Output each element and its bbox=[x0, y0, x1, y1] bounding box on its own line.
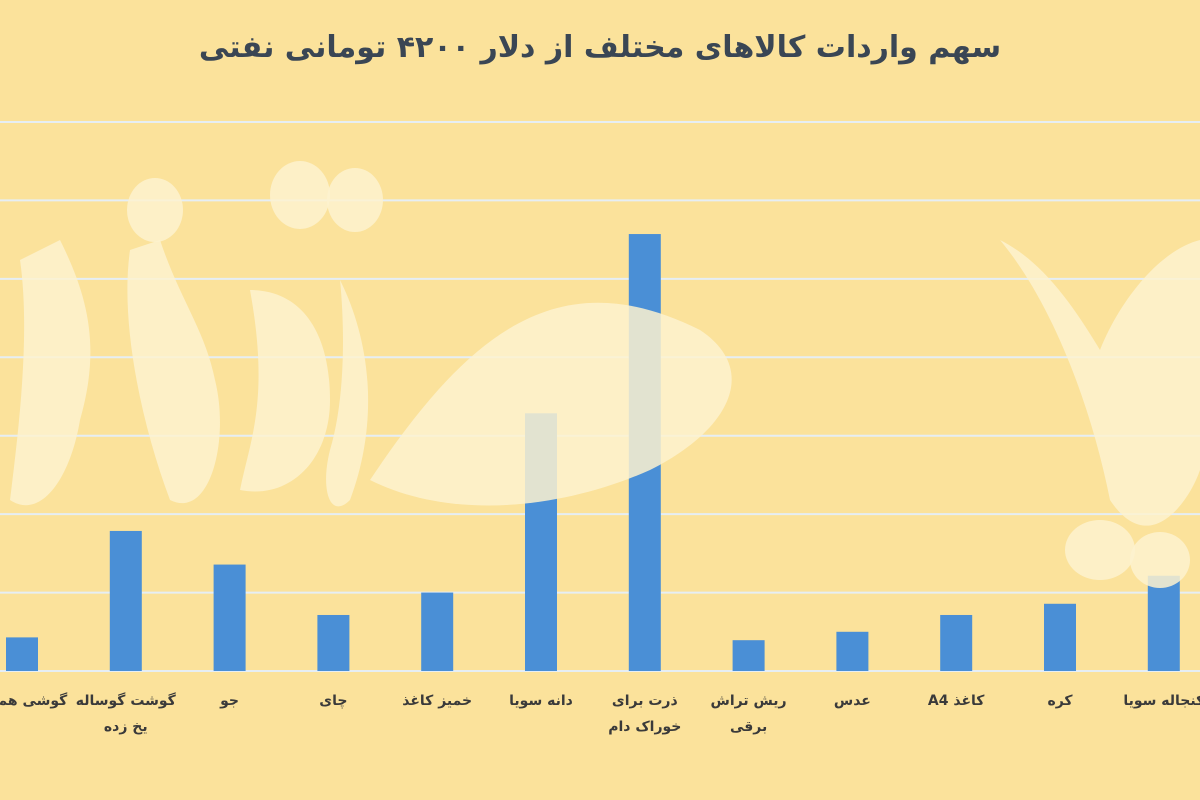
bar bbox=[836, 631, 869, 671]
x-tick-label: کره bbox=[1047, 693, 1073, 709]
x-tick-label: خمیز کاغذ bbox=[402, 693, 473, 709]
x-tick-label: ذرت برای خوراک دام bbox=[608, 693, 682, 735]
x-tick-label: گوشت گوساله یخ زده bbox=[75, 693, 176, 735]
x-tick-label: کنجاله سویا bbox=[1123, 693, 1200, 709]
watermark-logo bbox=[10, 161, 1200, 588]
bar bbox=[1147, 575, 1180, 671]
bar bbox=[6, 637, 38, 671]
x-tick-label: جو bbox=[220, 693, 240, 709]
x-tick-label: کاغذ A4 bbox=[927, 693, 985, 709]
x-tick-label: گوشی همراه bbox=[0, 693, 68, 709]
chart-title: سهم واردات کالاهای مختلف از دلار ۴۲۰۰ تو… bbox=[198, 30, 1002, 65]
bar bbox=[732, 640, 765, 671]
bar bbox=[421, 592, 454, 671]
x-tick-label: عدس bbox=[833, 693, 871, 709]
bar bbox=[1044, 603, 1076, 671]
x-tick-label: دانه سویا bbox=[509, 693, 573, 709]
bar bbox=[213, 564, 246, 671]
x-tick-label: ریش تراش برقی bbox=[710, 693, 787, 735]
x-tick-label: چای bbox=[319, 693, 348, 709]
bar bbox=[109, 530, 142, 671]
bar bbox=[317, 614, 350, 671]
bar bbox=[940, 614, 973, 671]
